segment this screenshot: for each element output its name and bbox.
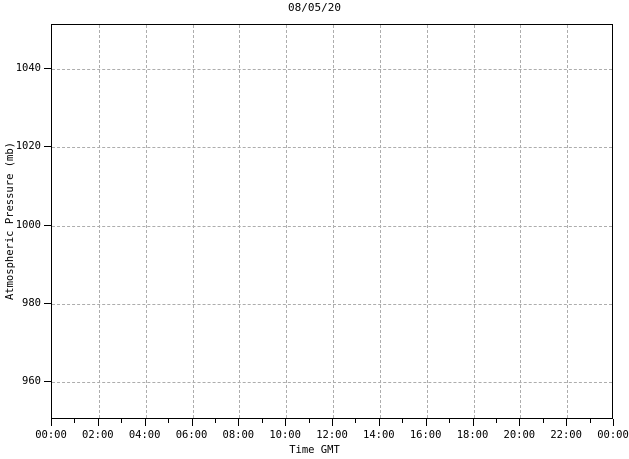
x-axis-tick bbox=[472, 419, 474, 426]
x-axis-minor-tick bbox=[589, 419, 591, 423]
plot-area bbox=[51, 24, 613, 419]
gridline-horizontal bbox=[52, 69, 612, 71]
x-axis-tick bbox=[144, 419, 146, 426]
x-axis-tick-label: 22:00 bbox=[550, 429, 582, 441]
gridline-vertical bbox=[192, 25, 194, 418]
x-axis-label: Time GMT bbox=[289, 444, 340, 456]
x-axis-minor-tick bbox=[308, 419, 310, 423]
gridline-vertical bbox=[239, 25, 241, 418]
x-axis-tick bbox=[613, 419, 614, 426]
x-axis-minor-tick bbox=[449, 419, 451, 423]
x-axis-tick-label: 00:00 bbox=[35, 429, 67, 441]
x-axis-minor-tick bbox=[121, 419, 123, 423]
gridline-vertical bbox=[426, 25, 428, 418]
x-axis-minor-tick bbox=[261, 419, 263, 423]
y-axis-tick-label: 1040 bbox=[15, 62, 41, 75]
x-axis-minor-tick bbox=[168, 419, 170, 423]
x-axis-tick-label: 06:00 bbox=[175, 429, 208, 441]
x-axis-tick bbox=[238, 419, 240, 426]
x-axis-tick-label: 12:00 bbox=[316, 429, 348, 441]
x-axis-tick-label: 16:00 bbox=[409, 429, 442, 441]
y-axis-tick bbox=[44, 381, 51, 383]
chart-title: 08/05/20 bbox=[288, 1, 341, 14]
gridline-vertical bbox=[333, 25, 334, 418]
x-axis-tick-label: 08:00 bbox=[222, 429, 255, 441]
x-axis-tick bbox=[425, 419, 427, 426]
x-axis-minor-tick bbox=[214, 419, 216, 423]
y-axis-tick-label: 960 bbox=[22, 375, 41, 388]
x-axis-tick-label: 14:00 bbox=[363, 429, 395, 441]
x-axis-minor-tick bbox=[495, 419, 497, 423]
x-axis-tick-label: 02:00 bbox=[82, 429, 114, 441]
gridline-horizontal bbox=[52, 147, 612, 149]
y-axis-tick-label: 1000 bbox=[15, 218, 41, 231]
y-axis-tick-label: 980 bbox=[22, 296, 41, 309]
gridline-vertical bbox=[286, 25, 288, 418]
y-axis-label: Atmospheric Pressure (mb) bbox=[4, 141, 16, 301]
y-axis-tick-label: 1020 bbox=[15, 140, 41, 153]
x-axis-tick-label: 20:00 bbox=[503, 429, 536, 441]
x-axis-tick-label: 10:00 bbox=[269, 429, 301, 441]
gridline-vertical bbox=[145, 25, 147, 418]
gridline-vertical bbox=[379, 25, 381, 418]
x-axis-tick-label: 18:00 bbox=[456, 429, 489, 441]
gridline-horizontal bbox=[52, 303, 612, 305]
x-axis-tick-label: 04:00 bbox=[128, 429, 161, 441]
x-axis-tick-label: 00:00 bbox=[597, 429, 629, 441]
x-axis-tick bbox=[51, 419, 52, 426]
gridline-horizontal bbox=[52, 382, 612, 384]
x-axis-minor-tick bbox=[542, 419, 544, 423]
x-axis-tick bbox=[191, 419, 193, 426]
y-axis-tick bbox=[44, 146, 51, 148]
gridline-vertical bbox=[567, 25, 569, 418]
gridline-vertical bbox=[473, 25, 475, 418]
x-axis-tick bbox=[519, 419, 521, 426]
x-axis-tick bbox=[285, 419, 287, 426]
x-axis-tick bbox=[378, 419, 380, 426]
x-axis-minor-tick bbox=[402, 419, 404, 423]
x-axis-minor-tick bbox=[355, 419, 357, 423]
y-axis-tick bbox=[44, 68, 51, 70]
y-axis-tick bbox=[44, 224, 51, 226]
x-axis-tick bbox=[566, 419, 568, 426]
gridline-vertical bbox=[98, 25, 100, 418]
x-axis-minor-tick bbox=[74, 419, 76, 423]
y-axis-tick bbox=[44, 302, 51, 304]
gridline-horizontal bbox=[52, 225, 612, 227]
y-axis-label-wrap: Atmospheric Pressure (mb) bbox=[0, 0, 16, 459]
gridline-vertical bbox=[520, 25, 522, 418]
x-axis-tick bbox=[97, 419, 99, 426]
x-axis-tick bbox=[332, 419, 333, 426]
